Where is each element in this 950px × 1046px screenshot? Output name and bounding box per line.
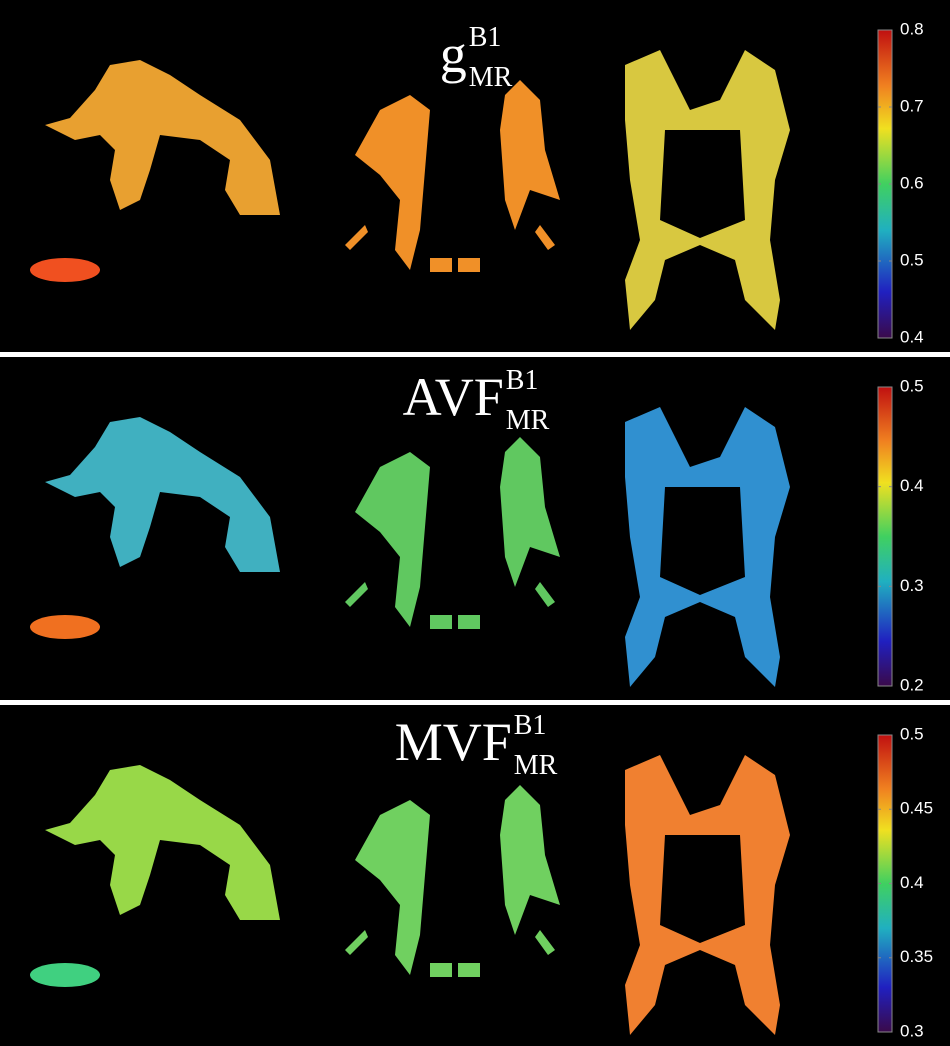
brain-map xyxy=(30,963,100,987)
title-superscript: B1 xyxy=(469,22,502,53)
colorbar-tick-label: 0.4 xyxy=(900,873,924,892)
title-superscript: B1 xyxy=(514,710,547,741)
colorbar-tick-label: 0.2 xyxy=(900,675,924,694)
title: g xyxy=(440,24,467,84)
colorbar-tick-label: 0.4 xyxy=(900,327,924,346)
panel: g B1 MR 0.4 0.5 0.6 0.7 0.8 xyxy=(0,0,950,352)
panel: MVF B1 MR 0.3 0.35 0.4 0.45 0.5 xyxy=(0,705,950,1046)
colorbar-tick-label: 0.5 xyxy=(900,250,924,269)
colorbar-tick-label: 0.7 xyxy=(900,96,924,115)
colorbar-tick-label: 0.3 xyxy=(900,1021,924,1040)
title-subscript: MR xyxy=(469,62,513,93)
brain-map xyxy=(30,615,100,639)
panel: AVF B1 MR 0.2 0.3 0.4 0.5 xyxy=(0,357,950,700)
colorbar-tick-label: 0.4 xyxy=(900,476,924,495)
colorbar-tick-label: 0.8 xyxy=(900,19,924,38)
colorbar-tick-label: 0.45 xyxy=(900,799,933,818)
colorbar-tick-label: 0.5 xyxy=(900,724,924,743)
colorbar xyxy=(877,386,893,687)
panel-background xyxy=(0,705,950,1046)
colorbar-tick-label: 0.6 xyxy=(900,173,924,192)
title-subscript: MR xyxy=(514,750,558,781)
title: AVF xyxy=(403,367,504,427)
panel-background xyxy=(0,357,950,700)
brain-map xyxy=(30,258,100,282)
colorbar-tick-label: 0.3 xyxy=(900,576,924,595)
title: MVF xyxy=(395,712,512,772)
title-superscript: B1 xyxy=(506,365,539,396)
title-subscript: MR xyxy=(506,405,550,436)
colorbar-tick-label: 0.5 xyxy=(900,376,924,395)
panel-background xyxy=(0,0,950,352)
colorbar-tick-label: 0.35 xyxy=(900,947,933,966)
